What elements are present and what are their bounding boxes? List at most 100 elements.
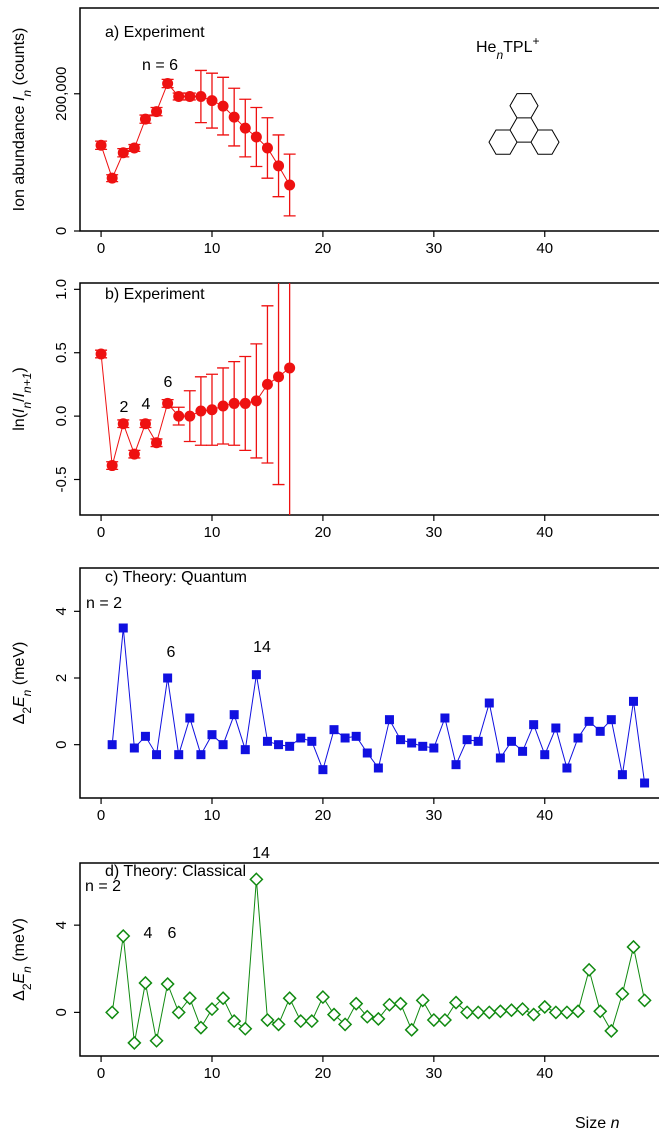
data-point: [162, 77, 174, 89]
data-point: [537, 999, 552, 1014]
data-point: [504, 1003, 519, 1018]
annotation: 6: [164, 374, 173, 391]
data-point: [206, 95, 218, 107]
y-axis-label-part: n: [20, 966, 34, 973]
data-point: [206, 404, 218, 416]
data-point: [426, 1012, 441, 1028]
data-point: [239, 122, 251, 134]
y-tick-label: 0.0: [53, 406, 70, 427]
data-point: [526, 1007, 541, 1022]
annotation: 2: [120, 399, 129, 416]
data-point: [116, 928, 131, 944]
panel-title: d) Theory: Classical: [105, 863, 246, 880]
data-point: [495, 753, 505, 763]
annotation: n = 2: [85, 878, 121, 895]
data-point: [273, 160, 285, 172]
inset-label-part: TPL: [503, 39, 532, 56]
data-point: [360, 1009, 375, 1024]
series-line: [111, 627, 646, 784]
data-point: [437, 1012, 452, 1028]
data-point: [384, 715, 394, 725]
axis-frame: [79, 862, 659, 1057]
data-point: [593, 1004, 608, 1019]
data-point: [151, 106, 163, 118]
data-point: [606, 715, 616, 725]
data-point: [217, 400, 229, 412]
data-point: [229, 710, 239, 720]
data-point: [240, 745, 250, 755]
data-point: [173, 91, 185, 103]
data-point: [329, 725, 339, 735]
data-point: [315, 990, 330, 1005]
data-point: [262, 736, 272, 746]
data-point: [118, 623, 128, 633]
x-tick-label: 0: [97, 524, 105, 541]
data-point: [105, 1005, 120, 1020]
data-point: [128, 142, 140, 154]
x-tick-label: 30: [425, 1065, 442, 1082]
data-point: [129, 743, 139, 753]
data-point: [106, 172, 118, 184]
y-axis-label-part: (meV): [11, 918, 28, 966]
data-point: [239, 397, 251, 409]
data-point: [139, 113, 151, 125]
y-tick-label: 4: [53, 607, 70, 615]
data-point: [250, 131, 262, 143]
data-point: [371, 1011, 386, 1026]
data-point: [551, 723, 561, 733]
y-axis-label-part: n: [20, 689, 34, 696]
data-point: [162, 397, 174, 409]
x-tick-label: 10: [204, 524, 221, 541]
data-point: [351, 731, 361, 741]
data-point: [582, 962, 597, 977]
data-point: [282, 991, 297, 1006]
data-point: [440, 713, 450, 723]
y-axis-label-part: I: [11, 408, 28, 413]
data-point: [204, 1002, 220, 1017]
data-point: [152, 750, 162, 760]
y-axis-label-part: Δ: [11, 713, 28, 724]
data-point: [540, 750, 550, 760]
y-tick-label: 0: [53, 1008, 70, 1016]
data-point: [460, 1005, 475, 1020]
x-tick-label: 10: [204, 1065, 221, 1082]
data-point: [139, 418, 151, 430]
data-point: [107, 740, 117, 750]
y-tick-label: 1.0: [53, 279, 70, 300]
data-point: [196, 750, 206, 760]
data-point: [415, 993, 430, 1008]
data-point: [151, 437, 163, 449]
data-point: [304, 1014, 319, 1029]
y-axis-label-part: n+1: [20, 373, 34, 393]
data-point: [117, 147, 129, 159]
data-point: [617, 770, 627, 780]
panel-title: b) Experiment: [105, 286, 205, 303]
x-tick-label: 30: [425, 524, 442, 541]
y-axis-label-part: ln(: [11, 412, 28, 430]
data-point: [396, 735, 406, 745]
data-point: [140, 731, 150, 741]
data-point: [185, 713, 195, 723]
data-point: [506, 736, 516, 746]
inset-label-part: He: [476, 39, 497, 56]
data-point: [127, 1035, 142, 1050]
data-point: [296, 733, 306, 743]
x-axis-label: Size n: [575, 1115, 620, 1132]
data-point: [207, 730, 217, 740]
x-tick-label: 40: [536, 1065, 553, 1082]
data-point: [95, 139, 107, 151]
x-axis-label-part: n: [611, 1115, 620, 1132]
data-point: [160, 976, 175, 992]
data-point: [559, 1005, 574, 1020]
data-point: [193, 1020, 208, 1035]
data-point: [349, 996, 364, 1011]
y-axis-label-part: E: [11, 972, 28, 983]
inset-label: HenTPL+: [476, 34, 540, 62]
data-point: [195, 91, 207, 103]
data-point: [418, 741, 428, 751]
y-tick-label: 0: [53, 227, 70, 235]
x-tick-label: 20: [315, 240, 332, 257]
data-point: [117, 418, 129, 430]
y-axis-label-part: 2: [20, 707, 34, 714]
y-axis-label: Ion abundance In (counts): [11, 28, 34, 212]
